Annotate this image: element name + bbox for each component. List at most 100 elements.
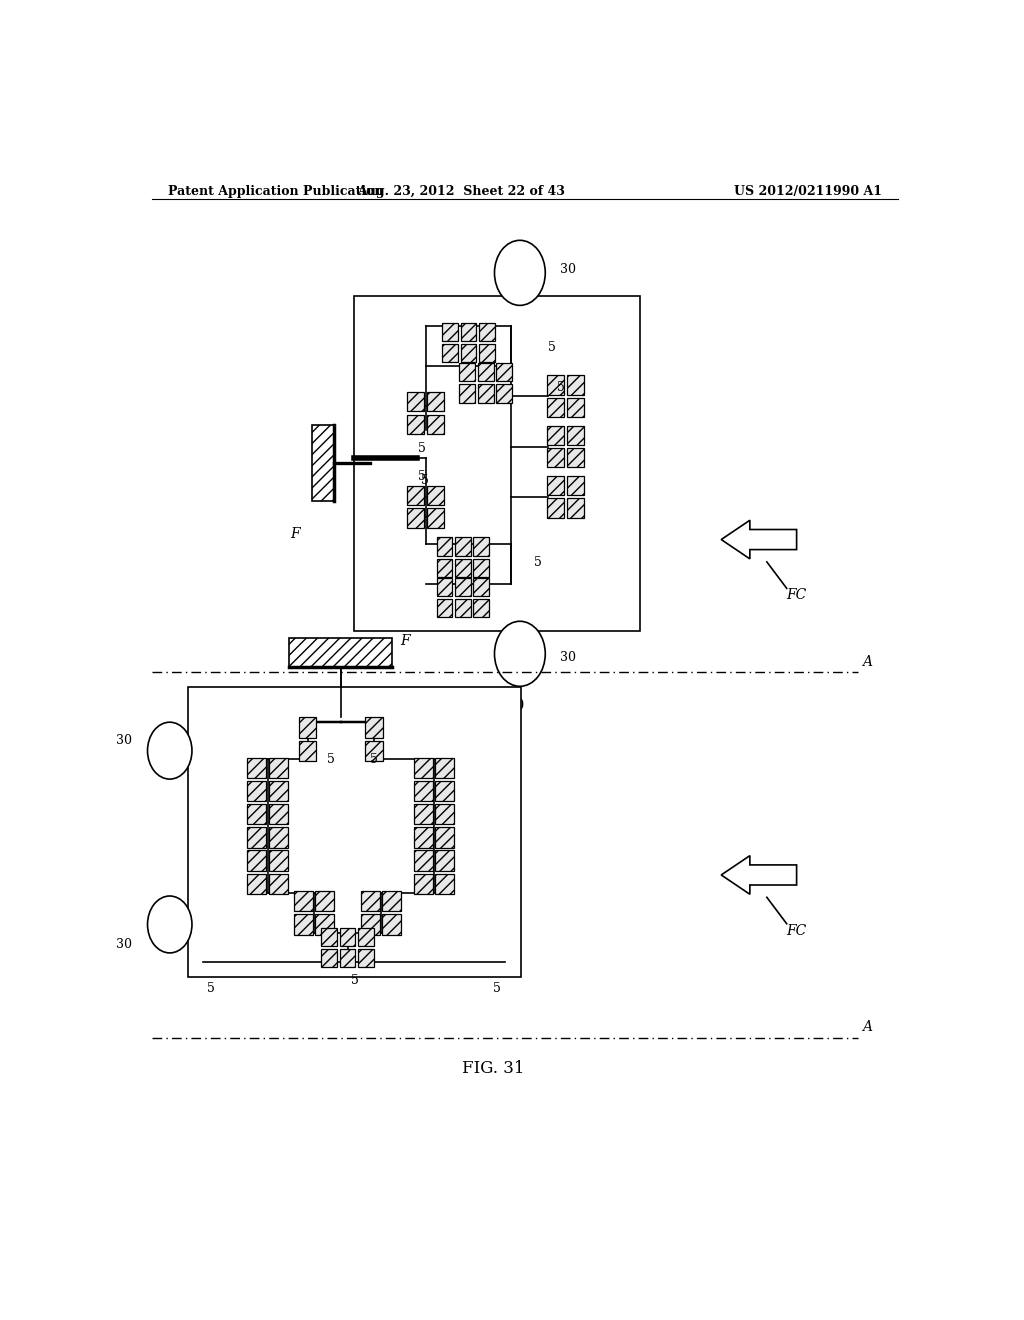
- Text: A: A: [862, 1020, 872, 1035]
- Bar: [427, 508, 444, 528]
- Bar: [436, 537, 453, 556]
- Circle shape: [147, 722, 191, 779]
- Bar: [414, 850, 433, 871]
- Bar: [436, 578, 453, 595]
- Text: 5: 5: [418, 442, 426, 455]
- Bar: [427, 486, 444, 506]
- Bar: [268, 850, 288, 871]
- Bar: [455, 578, 471, 595]
- Bar: [477, 384, 494, 403]
- Text: FIG. 30: FIG. 30: [462, 697, 524, 714]
- Bar: [299, 717, 316, 738]
- Bar: [366, 717, 383, 738]
- Bar: [414, 758, 433, 777]
- Text: Aug. 23, 2012  Sheet 22 of 43: Aug. 23, 2012 Sheet 22 of 43: [357, 185, 565, 198]
- Text: 30: 30: [116, 734, 132, 747]
- Bar: [407, 508, 424, 528]
- Text: US 2012/0211990 A1: US 2012/0211990 A1: [734, 185, 882, 198]
- Bar: [435, 874, 455, 894]
- Text: FIG. 31: FIG. 31: [462, 1060, 524, 1077]
- Text: 5: 5: [351, 974, 359, 986]
- Text: 5: 5: [421, 474, 429, 487]
- Bar: [547, 426, 564, 445]
- Bar: [268, 828, 288, 847]
- Polygon shape: [721, 855, 797, 894]
- Bar: [247, 804, 266, 825]
- Bar: [435, 804, 455, 825]
- Bar: [566, 499, 585, 517]
- Bar: [547, 375, 564, 395]
- Bar: [357, 949, 374, 968]
- Bar: [354, 296, 640, 631]
- Bar: [312, 425, 334, 502]
- Text: 30: 30: [559, 263, 575, 276]
- Bar: [247, 828, 266, 847]
- Bar: [477, 363, 494, 381]
- Bar: [289, 638, 392, 667]
- Bar: [460, 363, 475, 381]
- Bar: [455, 537, 471, 556]
- Bar: [268, 781, 288, 801]
- Text: FC: FC: [786, 924, 807, 939]
- Circle shape: [495, 240, 545, 305]
- Bar: [455, 558, 471, 577]
- Bar: [461, 345, 476, 363]
- Bar: [566, 426, 585, 445]
- Bar: [473, 599, 488, 618]
- Bar: [414, 781, 433, 801]
- Bar: [322, 928, 337, 946]
- Text: FC: FC: [786, 589, 807, 602]
- Bar: [547, 397, 564, 417]
- Bar: [268, 874, 288, 894]
- Text: 5: 5: [207, 982, 215, 995]
- Bar: [442, 323, 458, 341]
- Bar: [473, 537, 488, 556]
- Text: 30: 30: [559, 651, 575, 664]
- Text: 5: 5: [494, 982, 501, 995]
- Bar: [435, 758, 455, 777]
- Bar: [187, 686, 521, 977]
- Bar: [547, 447, 564, 467]
- Bar: [435, 828, 455, 847]
- Text: 5: 5: [418, 470, 426, 483]
- Bar: [322, 949, 337, 968]
- Bar: [461, 323, 476, 341]
- Bar: [268, 758, 288, 777]
- Bar: [473, 558, 488, 577]
- Bar: [566, 447, 585, 467]
- Circle shape: [147, 896, 191, 953]
- Circle shape: [495, 622, 545, 686]
- Text: 30: 30: [116, 939, 132, 952]
- Bar: [473, 578, 488, 595]
- Bar: [414, 804, 433, 825]
- Bar: [547, 477, 564, 495]
- Text: F: F: [400, 634, 410, 648]
- Bar: [294, 891, 313, 911]
- Bar: [455, 599, 471, 618]
- Bar: [360, 915, 380, 935]
- Bar: [340, 949, 355, 968]
- Bar: [436, 558, 453, 577]
- Text: 5: 5: [548, 341, 556, 354]
- Bar: [479, 345, 495, 363]
- Bar: [547, 499, 564, 517]
- Text: A: A: [862, 655, 872, 668]
- Text: 5: 5: [328, 752, 335, 766]
- Bar: [442, 345, 458, 363]
- Bar: [247, 874, 266, 894]
- Bar: [382, 915, 401, 935]
- Bar: [247, 781, 266, 801]
- Text: 5: 5: [371, 752, 378, 766]
- Bar: [366, 741, 383, 760]
- Bar: [247, 758, 266, 777]
- Bar: [315, 915, 335, 935]
- Bar: [407, 486, 424, 506]
- Bar: [427, 414, 444, 434]
- Bar: [414, 828, 433, 847]
- Bar: [496, 363, 512, 381]
- Bar: [360, 891, 380, 911]
- Bar: [414, 874, 433, 894]
- Bar: [247, 850, 266, 871]
- Bar: [436, 599, 453, 618]
- Bar: [496, 384, 512, 403]
